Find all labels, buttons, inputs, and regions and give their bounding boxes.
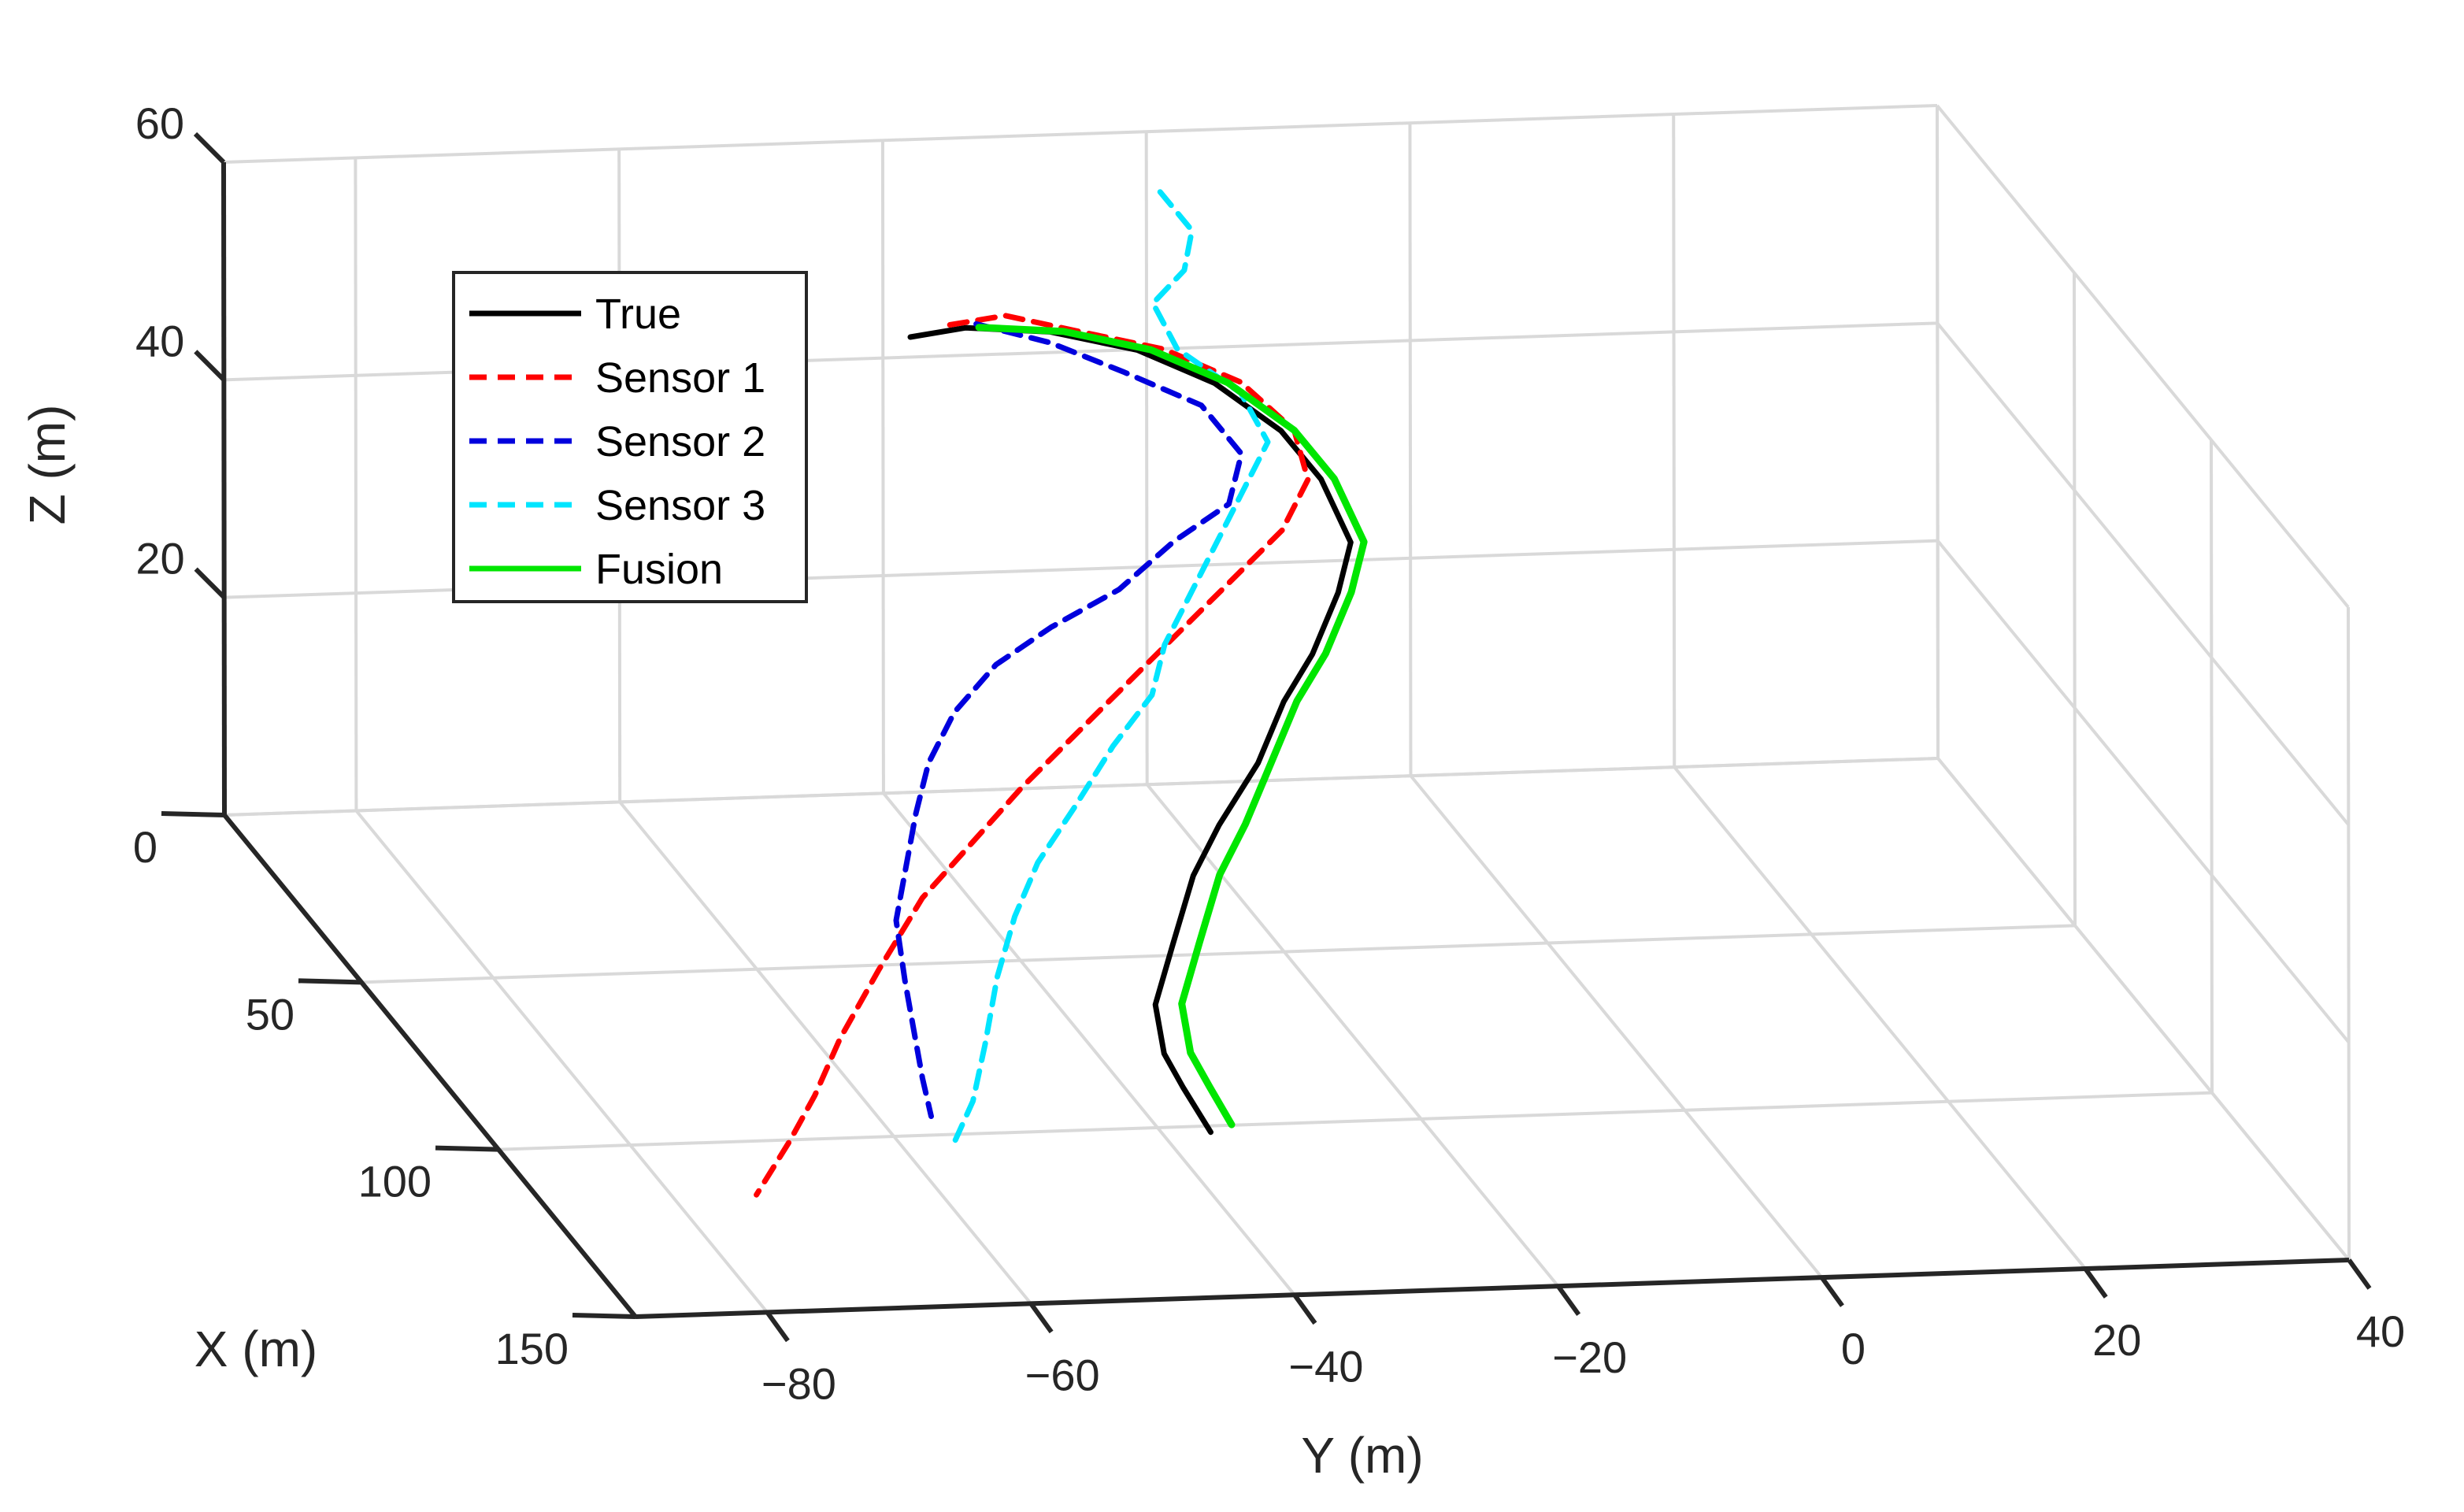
grid-line-floor-y [354,810,769,1314]
grid-line-floor-y [1409,774,1824,1279]
y-tick-mark [765,1310,790,1343]
y-tick-mark [1556,1284,1581,1316]
y-tick-mark [2083,1267,2108,1299]
grid-line-side-z [1936,539,2351,1043]
y-tick-label: 20 [2092,1315,2141,1365]
y-tick-mark [1820,1276,1844,1307]
y-tick-mark [1292,1293,1317,1325]
grid-line-floor-x [224,757,1939,817]
y-axis-title: Y (m) [1301,1427,1423,1484]
x-tick-mark [572,1313,636,1319]
series-sensor-3 [952,189,1271,1143]
series [754,189,1368,1198]
z-axis-title: Z (m) [19,405,76,525]
grid-line-side-x [2073,272,2077,926]
grid-line-back-y [1672,114,1677,768]
grid-line-floor-y [1673,765,2087,1270]
grid-line-side-x [2210,439,2214,1093]
series-sensor-2 [893,321,1244,1119]
y-axis-line [635,1258,2350,1319]
legend-label-true: True [595,291,681,338]
grid-line-side-x [2347,606,2351,1261]
z-tick-label: 40 [135,316,184,365]
legend-box [452,271,808,603]
legend-label-fusion: Fusion [595,546,723,593]
grid-line-back-y [880,140,885,794]
grid-line-floor-y [882,792,1296,1296]
axes: 20 40 60 0 50 100 150 −80 −60 −40 −20 0 20 40 [133,98,2405,1408]
y-tick-label: −40 [1288,1341,1363,1391]
z-tick-mark [194,350,226,382]
x-tick-mark [298,978,362,985]
grid-line-floor-y [618,801,1032,1305]
legend-label-sensor-1: Sensor 1 [595,354,765,402]
series-sensor-1 [754,313,1311,1198]
grid-line-side-z [1936,322,2350,826]
grid-line-floor-x [361,924,2076,984]
z-tick-mark [193,132,226,165]
grid-line-side-x [1936,105,1940,759]
x-tick-label: 150 [495,1324,569,1373]
grid-line-back-z [223,104,1938,164]
legend-label-sensor-2: Sensor 2 [595,418,765,465]
grid-line-side-z [1936,104,2350,609]
y-tick-mark [1028,1302,1054,1334]
x-tick-label: 50 [246,989,295,1039]
x-tick-mark [161,811,225,817]
grid-line-floor-y [1936,757,2351,1262]
y-tick-label: 0 [1841,1324,1866,1373]
y-tick-mark [2347,1258,2372,1290]
z-tick-label: 20 [135,534,184,584]
series-fusion [975,324,1368,1128]
y-tick-label: 40 [2356,1306,2405,1356]
y-tick-label: −20 [1552,1332,1627,1382]
z-tick-mark [194,567,226,599]
x-tick-mark [435,1145,499,1152]
grid-line-floor-y [1146,783,1560,1288]
x-tick-label: 0 [133,822,157,872]
x-axis-title: X (m) [195,1321,317,1377]
x-tick-label: 100 [358,1157,432,1206]
y-tick-label: −60 [1025,1350,1100,1399]
legend-label-sensor-3: Sensor 3 [595,482,765,529]
z-tick-label: 60 [135,98,184,148]
grid-line-floor-x [498,1091,2213,1151]
y-tick-label: −80 [761,1358,836,1408]
x-axis-line [222,813,638,1318]
grid-line-back-y [354,158,358,811]
legend: True Sensor 1 Sensor 2 Sensor 3 Fusion [452,271,808,603]
